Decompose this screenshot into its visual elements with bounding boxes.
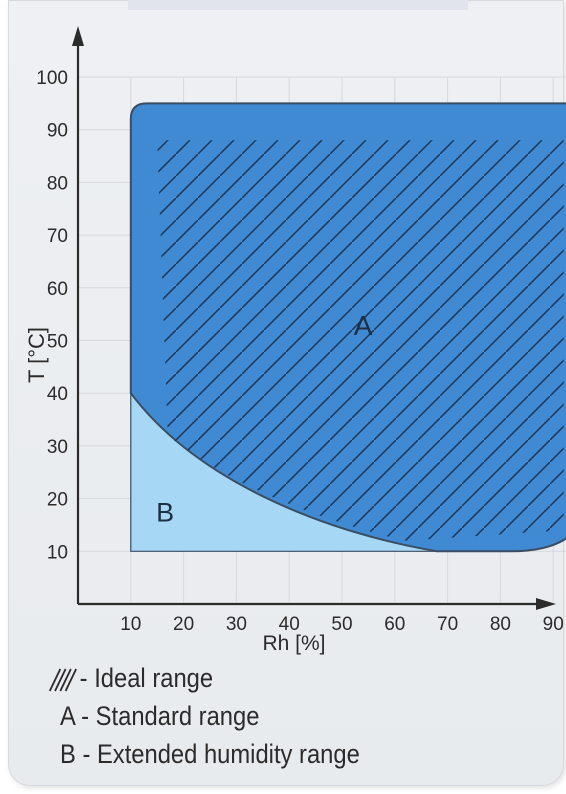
hatch-icon — [48, 667, 78, 693]
legend-extended: B - Extended humidity range — [60, 739, 360, 769]
tick-labels: 1020304050607080901001020304050607080901… — [36, 68, 564, 635]
x-axis-arrow-icon — [536, 598, 556, 610]
y-tick-label: 100 — [36, 68, 68, 89]
legend-standard: A - Standard range — [60, 701, 259, 731]
region-ideal-hatch — [157, 140, 564, 541]
x-tick-label: 80 — [490, 614, 511, 635]
x-tick-label: 30 — [226, 614, 247, 635]
y-tick-label: 80 — [47, 173, 68, 194]
x-tick-label: 90 — [543, 614, 564, 635]
y-tick-label: 10 — [47, 542, 68, 563]
x-axis-label: Rh [%] — [262, 632, 325, 655]
regions-layer: AB — [129, 102, 566, 553]
y-tick-label: 90 — [47, 121, 68, 142]
legend-ideal-label: - Ideal range — [79, 663, 214, 693]
legend-ideal: - Ideal range — [48, 663, 213, 693]
legend-standard-label: A - Standard range — [60, 701, 260, 731]
x-tick-label: 40 — [279, 614, 300, 635]
x-tick-label: 50 — [331, 614, 352, 635]
y-tick-label: 40 — [47, 384, 68, 405]
y-axis-arrow-icon — [72, 26, 84, 46]
y-tick-label: 60 — [47, 279, 68, 300]
x-tick-label: 70 — [437, 614, 458, 635]
x-tick-label: 60 — [384, 614, 405, 635]
y-tick-label: 70 — [47, 226, 68, 247]
y-tick-label: 20 — [47, 490, 68, 511]
axes-layer — [72, 26, 556, 610]
y-tick-label: 50 — [47, 332, 68, 353]
y-axis-label: T [°C] — [24, 327, 49, 383]
x-tick-label: 10 — [120, 614, 141, 635]
legend-extended-label: B - Extended humidity range — [60, 739, 360, 769]
y-tick-label: 30 — [47, 437, 68, 458]
panel-top-strip — [128, 0, 468, 10]
x-tick-label: 20 — [173, 614, 194, 635]
region-b-label: B — [156, 497, 174, 527]
region-a-label: A — [354, 310, 373, 341]
